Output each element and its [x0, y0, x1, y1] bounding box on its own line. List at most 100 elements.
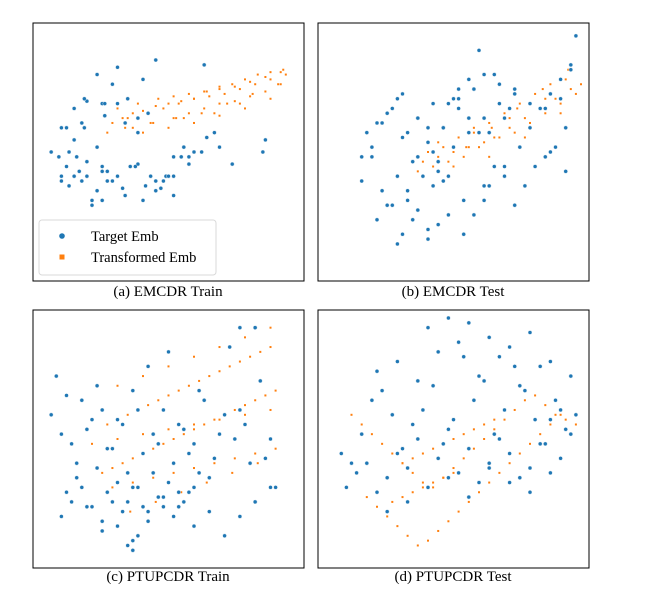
target-emb-point — [441, 441, 446, 447]
target-emb-point — [568, 62, 573, 68]
transformed-emb-point — [167, 126, 170, 129]
target-emb-point — [563, 125, 568, 131]
target-emb-point — [84, 159, 90, 164]
target-emb-point — [441, 125, 446, 131]
target-emb-point — [492, 72, 497, 77]
transformed-emb-point — [508, 462, 511, 465]
target-emb-point — [105, 178, 110, 184]
target-emb-point — [425, 485, 431, 490]
transformed-emb-point — [493, 428, 496, 431]
transformed-emb-point — [508, 126, 511, 129]
transformed-emb-point — [187, 384, 190, 387]
target-emb-point — [466, 446, 471, 451]
target-emb-point — [145, 519, 151, 524]
target-emb-point — [171, 461, 176, 466]
transformed-emb-point — [152, 476, 155, 479]
target-emb-point — [71, 137, 77, 143]
transformed-emb-point — [432, 486, 435, 489]
target-emb-point — [410, 217, 415, 222]
target-emb-point — [122, 193, 128, 198]
target-emb-point — [99, 198, 105, 203]
transformed-emb-point — [238, 88, 241, 91]
transformed-emb-point — [569, 88, 572, 91]
target-emb-point — [161, 494, 166, 500]
target-emb-point — [115, 480, 120, 485]
transformed-emb-point — [172, 471, 175, 474]
target-emb-point — [247, 461, 253, 466]
plot-frame — [317, 309, 590, 569]
transformed-emb-point — [142, 109, 144, 112]
target-emb-point — [476, 48, 482, 53]
transformed-emb-point — [238, 360, 241, 363]
target-emb-point — [179, 154, 184, 160]
transformed-emb-point — [218, 85, 221, 88]
scatter-panel-1: (a) EMCDR Train Target Emb Transformed Emb — [32, 22, 305, 300]
transformed-emb-point — [518, 102, 521, 105]
transformed-emb-point — [437, 529, 440, 532]
transformed-emb-point — [233, 100, 236, 103]
target-emb-point — [497, 354, 502, 359]
transformed-emb-point — [269, 346, 272, 349]
transformed-emb-point — [259, 350, 262, 353]
target-emb-point — [446, 212, 451, 218]
target-emb-point — [207, 475, 212, 480]
target-emb-point — [268, 436, 273, 442]
target-emb-point — [94, 188, 100, 193]
target-emb-point — [527, 330, 533, 335]
target-emb-point — [538, 364, 543, 369]
transformed-emb-point — [391, 452, 394, 455]
transformed-emb-point — [554, 97, 557, 100]
target-emb-point — [456, 470, 461, 476]
transformed-emb-point — [126, 413, 129, 416]
target-emb-point — [181, 427, 187, 432]
transformed-emb-point — [401, 496, 404, 499]
target-emb-point — [140, 77, 146, 82]
target-emb-point — [105, 446, 110, 451]
transformed-emb-point — [254, 452, 257, 455]
transformed-emb-point — [218, 88, 221, 91]
transformed-emb-point — [421, 452, 424, 455]
transformed-emb-point — [177, 102, 180, 105]
target-emb-point — [125, 96, 130, 101]
target-emb-point — [122, 120, 128, 126]
transformed-emb-point — [544, 404, 547, 407]
transformed-emb-point — [116, 438, 119, 440]
target-emb-point — [130, 538, 136, 543]
target-emb-point — [186, 451, 192, 456]
transformed-emb-point — [447, 160, 450, 163]
panel-caption: (a) EMCDR Train — [113, 284, 223, 300]
target-emb-point — [543, 106, 548, 111]
legend: Target Emb Transformed Emb — [38, 219, 217, 276]
transformed-emb-point — [274, 447, 277, 450]
target-emb-point — [191, 485, 197, 490]
target-emb-point — [364, 130, 369, 135]
transformed-emb-point — [513, 131, 516, 134]
target-emb-point — [71, 173, 77, 179]
target-emb-point — [102, 101, 107, 106]
target-emb-point — [425, 325, 431, 330]
transformed-emb-point — [539, 433, 542, 436]
target-emb-point — [405, 198, 410, 203]
transformed-emb-point — [187, 92, 190, 95]
target-emb-point — [71, 106, 77, 111]
target-emb-point — [481, 72, 487, 77]
transformed-emb-point — [493, 418, 496, 421]
target-emb-point — [344, 485, 349, 490]
transformed-emb-point — [193, 423, 195, 426]
target-emb-point — [425, 227, 431, 232]
target-emb-point — [430, 101, 436, 106]
target-emb-point — [82, 125, 87, 131]
transformed-emb-point — [121, 117, 124, 120]
transformed-emb-point — [498, 136, 501, 139]
transformed-emb-point — [411, 471, 414, 474]
transformed-emb-point — [231, 83, 234, 86]
target-emb-point — [130, 485, 136, 490]
target-emb-point — [263, 456, 268, 461]
transformed-emb-point — [452, 467, 455, 470]
transformed-emb-point — [503, 112, 506, 115]
transformed-emb-point — [244, 78, 246, 81]
target-emb-point — [512, 364, 517, 369]
transformed-emb-point — [131, 481, 134, 484]
target-emb-point — [573, 412, 579, 417]
